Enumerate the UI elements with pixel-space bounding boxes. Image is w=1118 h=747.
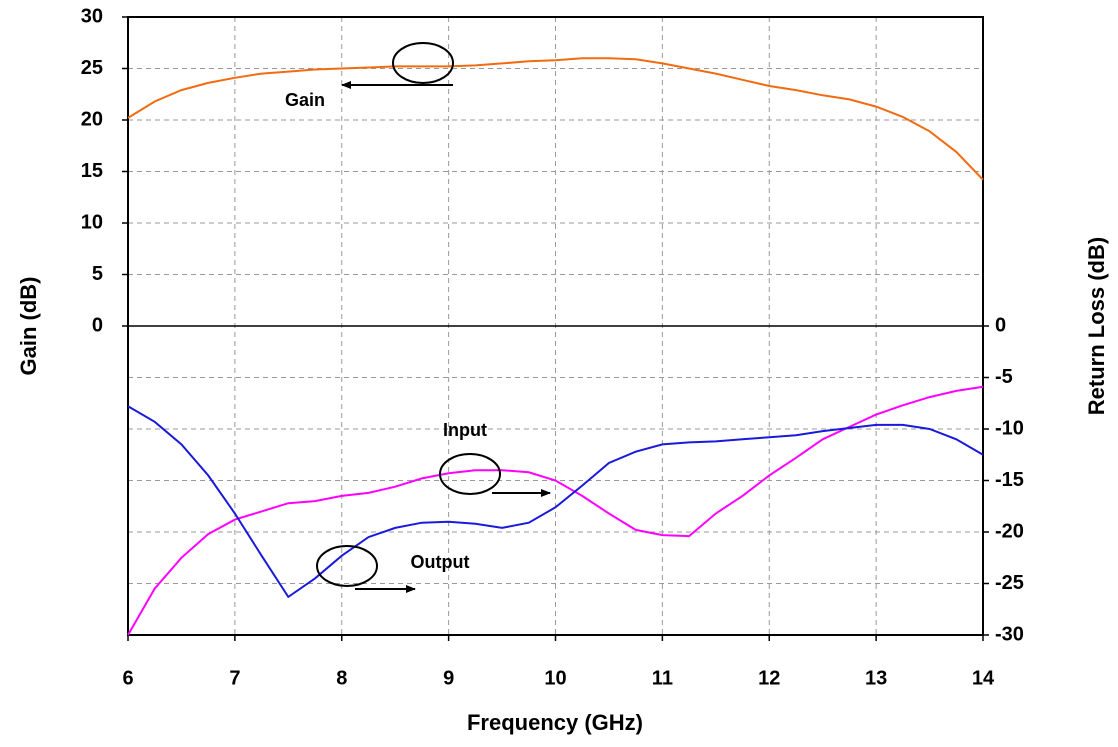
series-line xyxy=(127,405,984,599)
annotation-ellipse xyxy=(392,42,454,84)
x-axis-label: Frequency (GHz) xyxy=(467,710,643,735)
annotation: Gain xyxy=(285,90,325,110)
x-tick-label: 12 xyxy=(758,667,780,689)
x-tick-label: 6 xyxy=(122,667,133,689)
y2-tick-label: -15 xyxy=(995,469,1024,491)
y2-tick-label: 0 xyxy=(995,314,1006,336)
y-tick-label: 0 xyxy=(92,314,103,336)
x-tick-label: 8 xyxy=(336,667,347,689)
y-axis-label: Gain (dB) xyxy=(16,277,41,376)
y-tick-label: 5 xyxy=(92,263,103,285)
y2-tick-label: -20 xyxy=(995,520,1024,542)
x-tick-label: 10 xyxy=(544,667,566,689)
y-tick-label: 25 xyxy=(81,57,103,79)
x-tick-label: 11 xyxy=(652,667,673,689)
annotation: Output xyxy=(411,552,470,572)
y2-tick-label: -5 xyxy=(995,366,1013,388)
y-tick-label: 15 xyxy=(81,160,103,182)
series-line xyxy=(127,385,984,636)
x-tick-label: 7 xyxy=(229,667,240,689)
plot-border xyxy=(127,16,984,636)
annotation-ellipse xyxy=(439,453,501,495)
y-tick-label: 30 xyxy=(81,5,103,27)
y2-axis-label: Return Loss (dB) xyxy=(1084,237,1109,415)
x-tick-label: 9 xyxy=(443,667,454,689)
y-tick-label: 20 xyxy=(81,108,103,130)
x-tick-label: 13 xyxy=(865,667,887,689)
series-line xyxy=(127,57,984,181)
y2-tick-label: -10 xyxy=(995,417,1024,439)
y2-tick-label: -30 xyxy=(995,623,1024,645)
annotation-ellipse xyxy=(316,545,378,587)
y2-tick-label: -25 xyxy=(995,572,1024,594)
x-tick-label: 14 xyxy=(972,667,995,689)
y-tick-label: 10 xyxy=(81,211,103,233)
annotation: Input xyxy=(443,420,487,440)
